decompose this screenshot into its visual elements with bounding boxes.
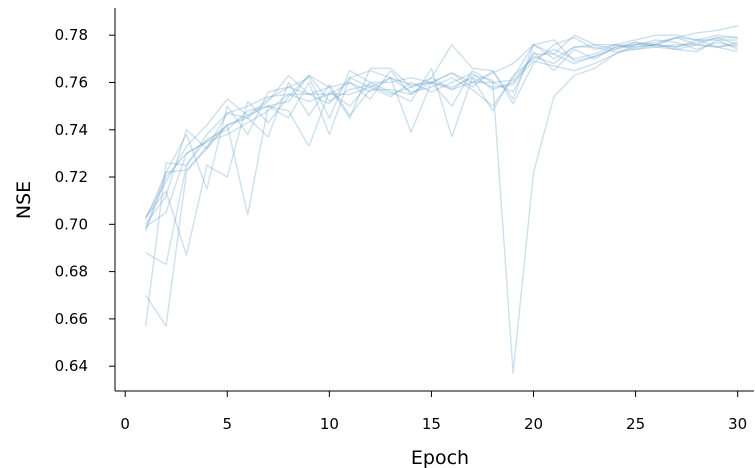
x-tick-label: 20 [524,415,543,433]
series-line-10 [145,36,738,218]
x-tick-label: 15 [422,415,441,433]
x-axis-title: Epoch [411,447,469,468]
series-line-7 [144,36,738,220]
series-line-5 [145,36,738,228]
y-tick-label: 0.68 [55,263,88,281]
y-tick-label: 0.64 [55,357,88,375]
x-tick-label: 5 [223,415,233,433]
x-tick-label: 30 [728,415,747,433]
series-line-2 [145,34,738,327]
series-lines [144,25,738,374]
series-line-8 [145,36,738,256]
y-tick-label: 0.72 [55,168,88,186]
y-tick-label: 0.76 [55,73,88,91]
x-tick-label: 25 [626,415,645,433]
y-axis-ticks: 0.64 0.66 0.68 0.70 0.72 0.74 0.76 0.78 [55,26,115,375]
series-line-4 [144,34,738,232]
x-axis-ticks: 0 5 10 15 20 25 30 [120,391,747,433]
series-line-6 [145,39,738,225]
series-line-1 [144,25,738,374]
x-tick-label: 0 [120,415,130,433]
y-tick-label: 0.78 [55,26,88,44]
y-tick-label: 0.70 [55,215,88,233]
y-axis-title: NSE [13,181,35,219]
y-tick-label: 0.74 [55,121,88,139]
series-line-3 [145,39,738,266]
x-tick-label: 10 [320,415,339,433]
y-tick-label: 0.66 [55,310,88,328]
series-line-9 [144,36,738,230]
